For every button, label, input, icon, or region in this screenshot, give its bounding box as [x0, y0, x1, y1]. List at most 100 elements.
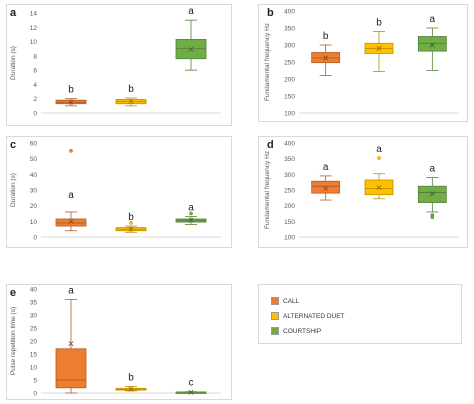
y-tick-label: 14: [30, 11, 38, 18]
mean-marker: [128, 386, 134, 392]
y-tick-label: 350: [284, 156, 295, 163]
y-tick-label: 400: [284, 141, 295, 148]
chart-c: 0 10 20 30 40 50 60 Duration (s) a b a: [10, 141, 221, 242]
legend-item-duet: ALTERNATED DUET: [271, 312, 345, 320]
y-tick-label: 30: [30, 313, 38, 320]
y-tick-label: 150: [284, 219, 295, 226]
y-tick-label: 300: [284, 43, 295, 50]
y-tick-label: 200: [284, 77, 295, 84]
significance-letter: a: [68, 285, 74, 296]
y-axis-title: Fundamental frequency Hz: [264, 23, 271, 101]
significance-letter: a: [376, 144, 382, 155]
significance-letter: b: [128, 84, 134, 95]
y-tick-label: 15: [30, 352, 38, 359]
y-tick-label: 0: [33, 235, 37, 242]
outlier-point: [377, 156, 381, 160]
y-tick-label: 10: [30, 365, 38, 372]
y-tick-label: 400: [284, 9, 295, 16]
box-2: [417, 185, 447, 203]
mean-marker: [376, 45, 382, 51]
legend-label: ALTERNATED DUET: [283, 312, 345, 320]
y-axis-title: Fundamental frequency Hz: [264, 151, 271, 229]
chart-panel-e: e 0 5 10 15 20 25 30 35 40 Pulse repetition time …: [6, 284, 232, 400]
significance-letter: a: [68, 190, 74, 201]
legend-swatch: [271, 327, 279, 335]
significance-letter: a: [188, 203, 194, 214]
y-tick-label: 200: [284, 203, 295, 210]
chart-d: 100 150 200 250 300 350 400 Fundamental frequen…: [264, 141, 459, 242]
y-tick-label: 4: [33, 82, 37, 89]
panel-letter: b: [267, 7, 274, 19]
mean-marker: [188, 217, 194, 223]
chart-a: 0 2 4 6 8 10 12 14 Duration (s) b b a: [10, 6, 221, 118]
y-tick-label: 60: [30, 141, 38, 148]
y-tick-label: 25: [30, 326, 38, 333]
y-axis-title: Duration (s): [10, 46, 17, 80]
box-0: [55, 348, 87, 389]
panel-letter: d: [267, 139, 274, 151]
outlier-point: [129, 221, 133, 225]
y-tick-label: 150: [284, 94, 295, 101]
mean-marker: [68, 218, 74, 224]
significance-letter: b: [323, 31, 329, 42]
y-tick-label: 12: [30, 25, 38, 32]
mean-marker: [128, 226, 134, 232]
significance-letter: a: [430, 163, 436, 174]
y-tick-label: 50: [30, 156, 38, 163]
box-0: [311, 180, 341, 194]
chart-panel-b: b 100 150 200 250 300 350 400 Fundamental frequ…: [258, 4, 468, 122]
outlier-point: [430, 215, 435, 220]
significance-letter: a: [430, 14, 436, 25]
legend-label: CALL: [283, 297, 300, 305]
y-tick-label: 20: [30, 203, 38, 210]
y-tick-label: 30: [30, 188, 38, 195]
y-tick-label: 2: [33, 96, 37, 103]
chart-e: 0 5 10 15 20 25 30 35 40 Pulse repetition time (s…: [10, 285, 221, 398]
y-tick-label: 100: [284, 111, 295, 118]
mean-marker: [323, 185, 329, 191]
y-tick-label: 300: [284, 172, 295, 179]
mean-marker: [68, 341, 74, 347]
y-tick-label: 250: [284, 60, 295, 67]
mean-marker: [128, 99, 134, 105]
chart-legend: CALL ALTERNATED DUET COURTSHIP: [258, 284, 462, 344]
mean-marker: [323, 55, 329, 61]
y-tick-label: 10: [30, 219, 38, 226]
y-axis-title: Duration (s): [10, 173, 17, 207]
y-tick-label: 350: [284, 26, 295, 33]
legend-label: COURTSHIP: [283, 327, 322, 335]
significance-letter: b: [376, 17, 382, 28]
legend-swatch: [271, 312, 279, 320]
y-tick-label: 8: [33, 53, 37, 60]
panel-letter: e: [10, 287, 17, 299]
y-tick-label: 0: [33, 111, 37, 118]
mean-marker: [429, 191, 435, 197]
significance-letter: a: [188, 6, 194, 17]
y-tick-label: 100: [284, 235, 295, 242]
legend-swatch: [271, 297, 279, 305]
significance-letter: a: [323, 162, 329, 173]
legend-item-call: CALL: [271, 297, 299, 305]
mean-marker: [188, 389, 194, 395]
legend-item-courtship: COURTSHIP: [271, 327, 321, 335]
panel-letter: a: [10, 7, 17, 19]
y-tick-label: 10: [30, 39, 38, 46]
significance-letter: b: [68, 85, 74, 96]
y-tick-label: 6: [33, 68, 37, 75]
mean-marker: [68, 99, 74, 105]
significance-letter: c: [189, 378, 194, 389]
y-tick-label: 35: [30, 300, 38, 307]
mean-marker: [429, 42, 435, 48]
outlier-point: [69, 148, 73, 153]
box-2: [417, 36, 447, 52]
y-tick-label: 250: [284, 188, 295, 195]
y-axis-title: Pulse repetition time (s): [10, 307, 17, 375]
panel-letter: c: [10, 139, 17, 151]
y-tick-label: 20: [30, 339, 38, 346]
chart-panel-c: c 0 10 20 30 40 50 60 Duration (s) a b a: [6, 136, 232, 248]
outlier-point: [189, 211, 193, 216]
y-tick-label: 40: [30, 172, 38, 179]
chart-panel-a: a 0 2 4 6 8 10 12 14 Duration (s) b b a: [6, 4, 232, 126]
y-tick-label: 40: [30, 287, 38, 294]
y-tick-label: 0: [33, 391, 37, 398]
